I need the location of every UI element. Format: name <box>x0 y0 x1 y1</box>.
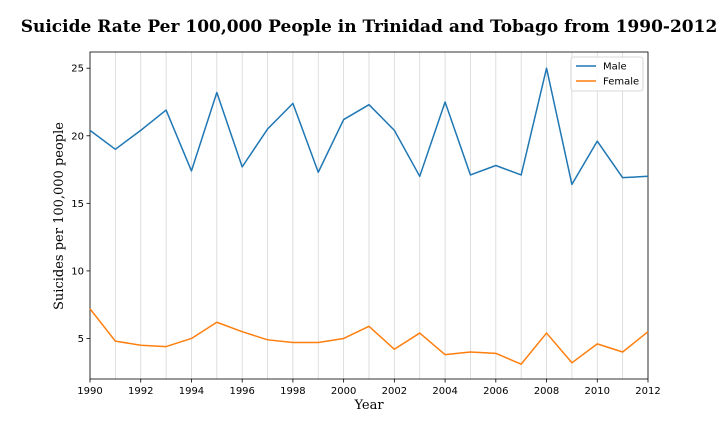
legend-label-female: Female <box>603 77 639 88</box>
x-tick-label: 2004 <box>432 386 457 397</box>
x-tick-label: 2010 <box>585 386 610 397</box>
x-tick-label: 1998 <box>280 386 305 397</box>
x-tick-label: 1996 <box>229 386 254 397</box>
x-tick-label: 2012 <box>635 386 660 397</box>
x-axis-label: Year <box>353 398 384 413</box>
x-tick-label: 2008 <box>534 386 559 397</box>
plot-frame <box>89 51 649 380</box>
x-tick-label: 1990 <box>77 386 102 397</box>
chart-title: Suicide Rate Per 100,000 People in Trini… <box>21 17 718 37</box>
x-axis-ticks: 1990 1992 1994 1996 1998 2000 2002 2004 2006 2008… <box>77 379 661 397</box>
legend: Male Female <box>570 56 644 92</box>
x-tick-label: 1992 <box>128 386 153 397</box>
y-axis-ticks: 5 10 15 20 25 <box>71 64 90 345</box>
y-tick-label: 15 <box>71 199 84 210</box>
x-tick-label: 2002 <box>382 386 407 397</box>
series-line-female <box>89 308 649 365</box>
y-axis-label: Suicides per 100,000 people <box>52 122 67 310</box>
series-line-male <box>89 67 649 186</box>
y-tick-label: 10 <box>71 266 84 277</box>
y-tick-label: 25 <box>71 64 84 75</box>
x-tick-label: 1994 <box>179 386 204 397</box>
x-tick-label: 2000 <box>331 386 356 397</box>
legend-label-male: Male <box>603 62 627 73</box>
y-tick-label: 20 <box>71 131 84 142</box>
grid-lines <box>89 52 649 379</box>
y-tick-label: 5 <box>78 334 84 345</box>
series-lines <box>89 67 649 365</box>
x-tick-label: 2006 <box>483 386 508 397</box>
